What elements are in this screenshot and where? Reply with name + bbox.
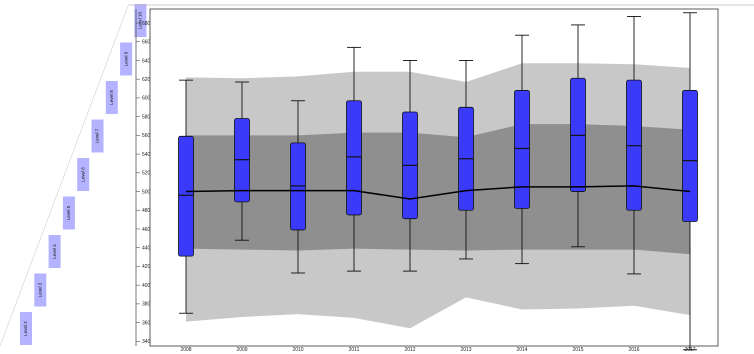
level-tag [62, 196, 75, 230]
x-tick-label: 2010 [292, 347, 303, 353]
level-tag [91, 119, 104, 153]
x-tick-label: 2014 [516, 347, 527, 353]
y-tick-label: 600 [142, 96, 151, 102]
x-tick-label: 2008 [180, 347, 191, 353]
box [178, 135, 194, 257]
y-tick-label: 420 [142, 264, 151, 270]
level-tag [120, 42, 133, 76]
x-tick-label: 2016 [628, 347, 639, 353]
y-tick-label: 440 [142, 246, 151, 252]
level-label: Level 9 [123, 51, 128, 66]
x-tick-label: 2011 [349, 347, 360, 353]
boxes-layer [178, 12, 698, 351]
level-tag [77, 158, 90, 191]
x-tick-label: 2009 [236, 347, 247, 353]
x-tick-label: 2012 [404, 347, 415, 353]
box [346, 100, 362, 216]
y-tick-label: 680 [142, 21, 151, 27]
y-tick-label: 380 [142, 302, 151, 308]
level-connector [0, 5, 129, 347]
box [682, 90, 698, 222]
level-tag [134, 4, 147, 37]
y-tick-label: 640 [142, 58, 151, 64]
y-tick-label: 340 [142, 339, 151, 345]
y-tick-label: 660 [142, 40, 151, 46]
level-label: Level 3 [37, 282, 42, 297]
level-tag [105, 81, 118, 114]
y-tick-label: 460 [142, 227, 151, 233]
level-label: Level 7 [95, 128, 100, 143]
y-tick-label: 360 [142, 320, 151, 326]
trend-layer [185, 185, 691, 200]
level-tag [20, 312, 32, 345]
level-scale: Level 2 Level 3 Level 4 Level 5 Level 6 Level… [0, 4, 754, 347]
y-tick-label: 400 [142, 283, 151, 289]
box [514, 90, 530, 209]
plot-frame [149, 8, 719, 347]
level-label: Level 5 [66, 205, 71, 220]
level-label: Level 10 [138, 11, 143, 29]
axes-layer: 340 360 380 400 420 440 460 480 500 520 540 560 580 6… [135, 8, 719, 353]
level-tag [48, 235, 61, 268]
y-tick-label: 620 [142, 77, 151, 83]
trend-line [185, 185, 691, 200]
y-tick-label: 520 [142, 171, 151, 177]
level-label: Level 8 [109, 90, 114, 105]
bands-layer [186, 63, 690, 329]
y-tick-label: 580 [142, 114, 151, 120]
x-tick-label: 2013 [460, 347, 471, 353]
level-label: Level 2 [23, 321, 28, 336]
y-tick-label: 560 [142, 133, 151, 139]
y-tick-label: 540 [142, 152, 151, 158]
level-label: Level 4 [52, 244, 57, 259]
level-label: Level 6 [80, 167, 85, 182]
inner-band [186, 124, 690, 255]
y-tick-label: 480 [142, 208, 151, 214]
level-tag [34, 273, 47, 307]
x-tick-label: 2015 [572, 347, 583, 353]
y-tick-label: 500 [142, 189, 151, 195]
